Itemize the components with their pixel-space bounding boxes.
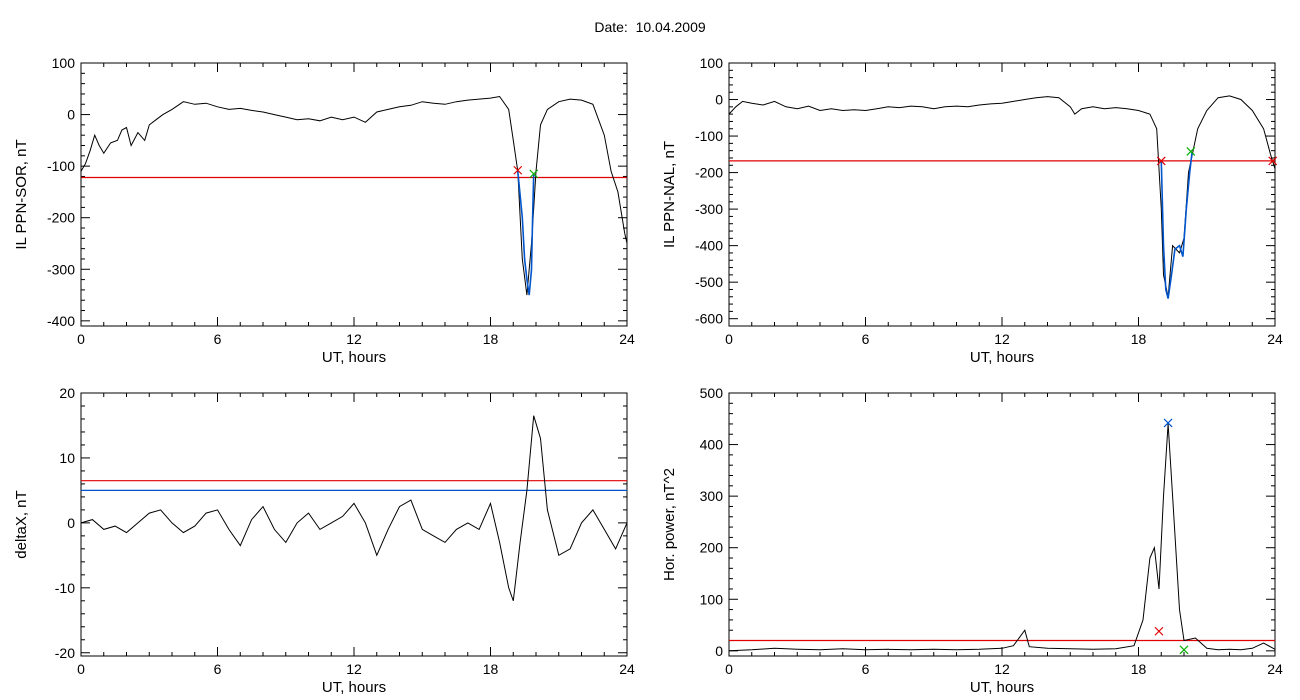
x-axis-label: UT, hours [322, 349, 386, 366]
event-marker [529, 169, 539, 179]
plot-frame [80, 392, 628, 657]
y-axis-label: IL PPN-NAL, nT [661, 141, 678, 248]
event-marker [513, 165, 523, 175]
highlighted-segment [1160, 152, 1193, 299]
series-line [728, 423, 1276, 652]
marker-stroke [1186, 146, 1196, 156]
x-tick-label: 12 [346, 661, 362, 677]
y-tick-label: -300 [695, 201, 723, 217]
y-tick-label: -100 [47, 158, 75, 174]
chart-panel-ppn-sor: 0 6 12 18 24 -400 -300 -200 -100 0 100 UT, hours IL … [13, 55, 635, 366]
x-tick-label: 6 [214, 331, 222, 347]
y-tick-label: 20 [59, 385, 75, 401]
x-tick-label: 6 [862, 331, 870, 347]
y-tick-label: -200 [695, 165, 723, 181]
x-tick-label: 18 [1131, 661, 1147, 677]
y-tick-label: -600 [695, 311, 723, 327]
date-label: Date: [594, 19, 628, 35]
event-marker [1186, 146, 1196, 156]
y-axis-label: deltaX, nT [13, 490, 30, 558]
y-tick-label: -300 [47, 261, 75, 277]
marker-stroke [529, 169, 539, 179]
chart-panel-ppn-nal: 0 6 12 18 24 -600 -500 -400 -300 -200 -100 0 100 UT, … [661, 55, 1283, 366]
y-axis-label: IL PPN-SOR, nT [13, 139, 30, 249]
x-tick-label: 0 [77, 331, 85, 347]
x-tick-label: 18 [1131, 331, 1147, 347]
y-tick-label: 0 [67, 515, 75, 531]
y-tick-label: -400 [695, 238, 723, 254]
y-tick-label: -500 [695, 274, 723, 290]
x-tick-label: 12 [994, 331, 1010, 347]
y-tick-label: -400 [47, 313, 75, 329]
y-tick-label: 100 [700, 591, 724, 607]
marker-stroke [1268, 156, 1278, 166]
x-tick-label: 24 [619, 661, 635, 677]
date-header: Date: 10.04.2009 [0, 19, 1300, 35]
marker-stroke [1154, 626, 1164, 636]
plot-frame [728, 392, 1276, 657]
x-tick-label: 0 [77, 661, 85, 677]
y-tick-label: 100 [52, 55, 76, 71]
x-tick-label: 6 [862, 661, 870, 677]
marker-stroke [1163, 418, 1173, 428]
plot-frame [728, 62, 1276, 327]
y-tick-label: -20 [55, 645, 75, 661]
y-tick-label: 400 [700, 437, 724, 453]
x-tick-label: 18 [483, 661, 499, 677]
marker-stroke [513, 165, 523, 175]
x-axis-label: UT, hours [970, 349, 1034, 366]
y-tick-label: 500 [700, 385, 724, 401]
date-value: 10.04.2009 [635, 19, 706, 35]
y-tick-label: 0 [715, 643, 723, 659]
y-tick-label: -100 [695, 128, 723, 144]
y-axis-label: Hor. power, nT^2 [661, 468, 678, 581]
chart-panel-hor-power: 0 6 12 18 24 0 100 200 300 400 500 UT, hours Hor. po… [661, 385, 1283, 696]
x-tick-label: 18 [483, 331, 499, 347]
x-tick-label: 12 [994, 661, 1010, 677]
event-marker [1268, 156, 1278, 166]
y-tick-label: -10 [55, 580, 75, 596]
y-tick-label: 0 [715, 92, 723, 108]
x-axis-label: UT, hours [970, 679, 1034, 696]
event-marker [1156, 156, 1166, 166]
y-tick-label: 300 [700, 488, 724, 504]
x-axis-label: UT, hours [322, 679, 386, 696]
x-tick-label: 24 [1267, 331, 1283, 347]
x-tick-label: 24 [1267, 661, 1283, 677]
highlighted-segment [517, 171, 535, 296]
x-tick-label: 0 [725, 331, 733, 347]
x-tick-label: 0 [725, 661, 733, 677]
plot-frame [80, 62, 628, 327]
marker-stroke [1179, 645, 1189, 655]
x-tick-label: 6 [214, 661, 222, 677]
x-tick-label: 24 [619, 331, 635, 347]
event-marker [1154, 626, 1164, 636]
series-line [80, 95, 628, 296]
event-marker [1163, 418, 1173, 428]
series-line [80, 415, 628, 601]
chart-panel-deltax: 0 6 12 18 24 -20 -10 0 10 20 UT, hours deltaX, nT [13, 385, 635, 696]
y-tick-label: 10 [59, 450, 75, 466]
event-marker [1179, 645, 1189, 655]
y-tick-label: 200 [700, 540, 724, 556]
x-tick-label: 12 [346, 331, 362, 347]
y-tick-label: -200 [47, 210, 75, 226]
series-line [728, 95, 1276, 297]
y-tick-label: 100 [700, 55, 724, 71]
marker-stroke [1156, 156, 1166, 166]
y-tick-label: 0 [67, 107, 75, 123]
